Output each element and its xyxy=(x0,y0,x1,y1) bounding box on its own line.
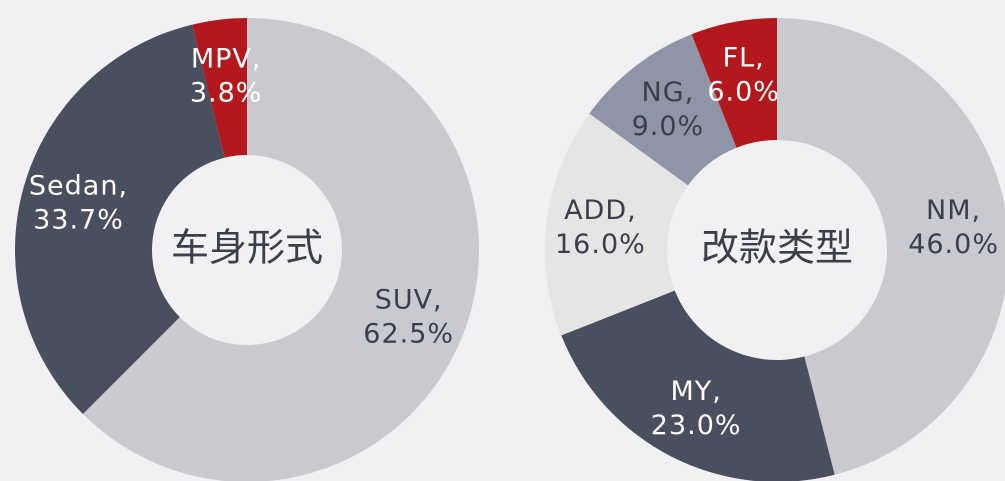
donut-slice xyxy=(15,24,225,415)
slice-value: 46.0% xyxy=(908,229,999,260)
slice-value: 23.0% xyxy=(651,410,742,441)
slice-category: ADD, xyxy=(564,195,637,226)
chart-title: 改款类型 xyxy=(701,226,853,270)
donut-slice xyxy=(561,290,835,481)
slice-value: 16.0% xyxy=(555,229,646,260)
donut-slice xyxy=(192,18,247,158)
slice-category: FL, xyxy=(723,43,765,74)
slice-value: 33.7% xyxy=(33,204,124,235)
slice-category: MPV, xyxy=(191,44,262,75)
chart-title: 车身形式 xyxy=(171,226,323,270)
donut-slice xyxy=(82,18,479,481)
slice-category: SUV, xyxy=(375,284,443,315)
slice-value: 3.8% xyxy=(190,78,263,109)
slice-value: 6.0% xyxy=(707,77,780,108)
slice-value: 9.0% xyxy=(632,111,705,142)
donut-slice xyxy=(777,18,1005,475)
slice-category: NM, xyxy=(926,195,981,226)
slice-category: MY, xyxy=(671,376,722,407)
donut-slice xyxy=(589,34,737,186)
slice-category: Sedan, xyxy=(29,170,128,201)
slice-category: NG, xyxy=(642,77,695,108)
slice-value: 62.5% xyxy=(363,318,454,349)
donut-slice xyxy=(691,18,777,148)
donut-slice xyxy=(544,113,689,336)
